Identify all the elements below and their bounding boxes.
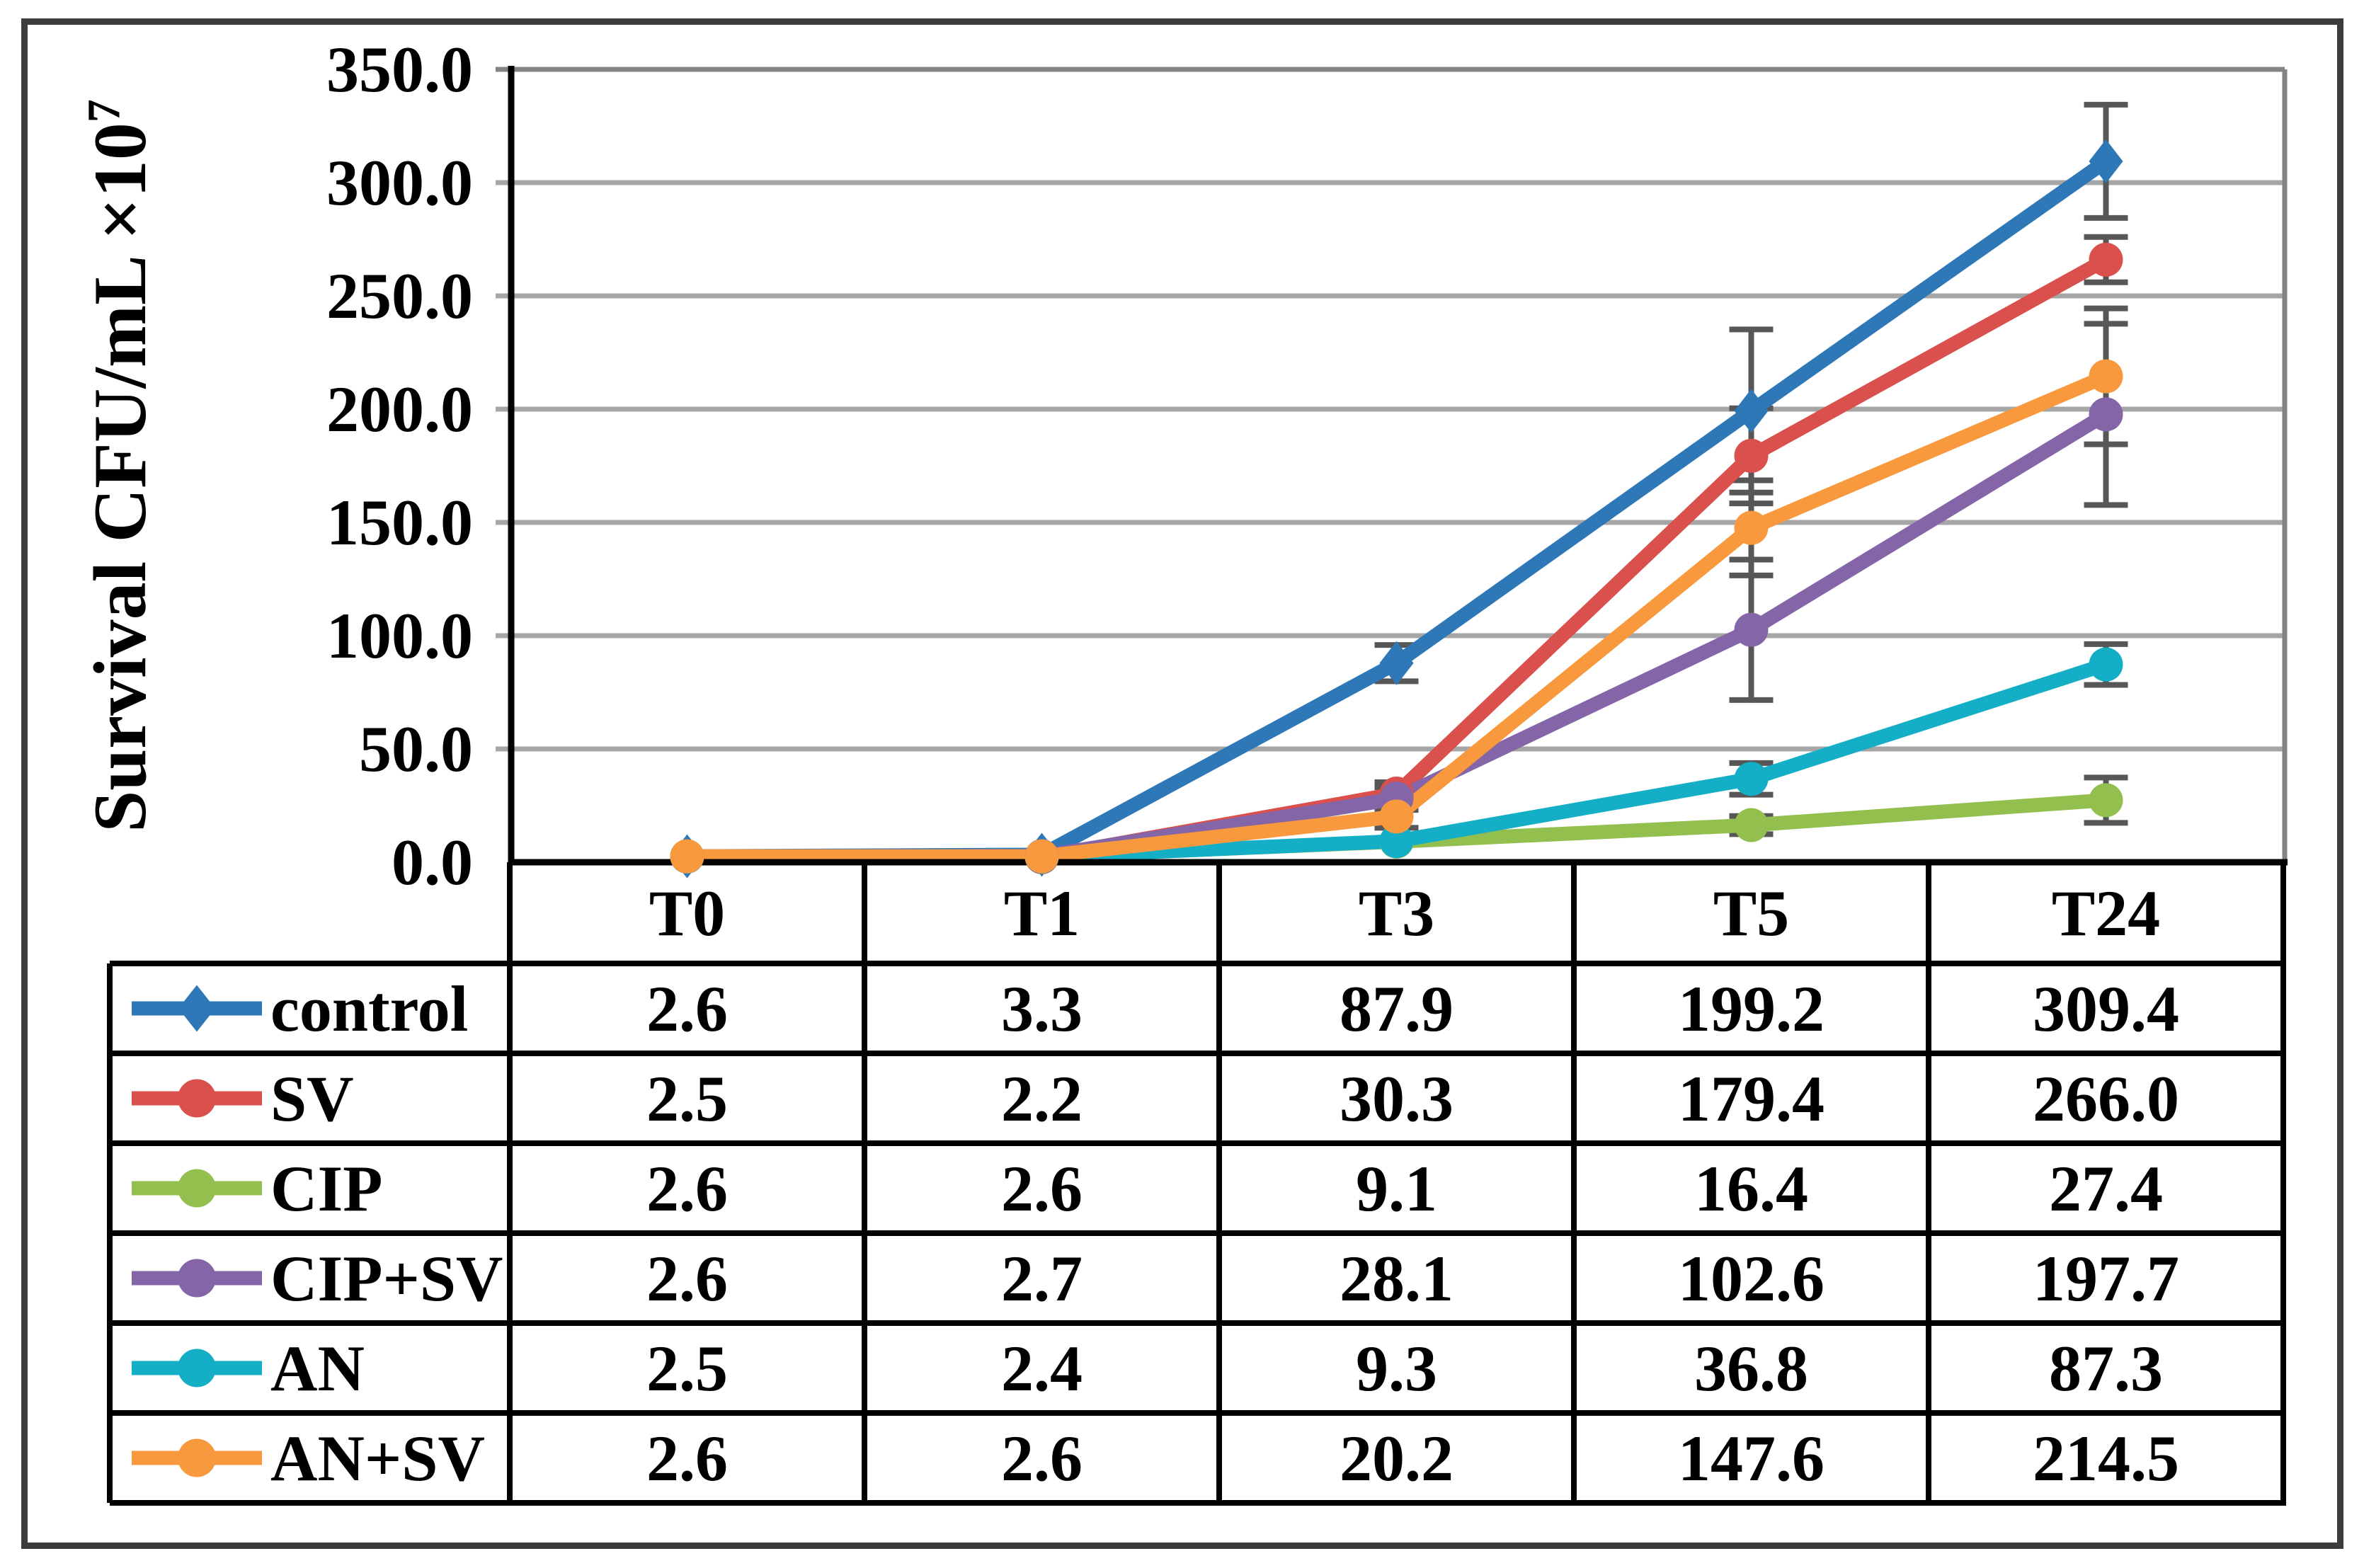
y-tick-label-350.0: 350.0 — [326, 33, 473, 105]
table-cell-CIP+SV-T0: 2.6 — [646, 1242, 728, 1315]
gridlines-group — [496, 67, 2288, 862]
table-cell-control-T5: 199.2 — [1678, 972, 1825, 1045]
y-tick-label-50.0: 50.0 — [359, 713, 473, 785]
y-tick-label-300.0: 300.0 — [326, 147, 473, 219]
legend-label-AN+SV: AN+SV — [270, 1421, 485, 1494]
marker-control-T3-diamond-marker — [1379, 641, 1414, 685]
table-cell-CIP-T3: 9.1 — [1356, 1152, 1437, 1225]
table-cell-CIP-T5: 16.4 — [1694, 1152, 1808, 1225]
marker-AN+SV-T5-circle-marker — [1734, 510, 1769, 545]
legend-AN-circle-marker — [178, 1349, 216, 1387]
table-cell-control-T1: 3.3 — [1001, 972, 1083, 1045]
table-cell-AN+SV-T1: 2.6 — [1001, 1421, 1083, 1494]
series-line-control — [680, 154, 2113, 864]
table-header-T24: T24 — [2051, 876, 2161, 949]
y-tick-label-150.0: 150.0 — [326, 486, 473, 559]
table-header-T1: T1 — [1003, 876, 1080, 949]
y-tick-label-200.0: 200.0 — [326, 373, 473, 445]
table-header-T0: T0 — [649, 876, 726, 949]
table-cell-SV-T3: 30.3 — [1340, 1062, 1454, 1135]
marker-AN+SV-T3-circle-marker — [1379, 799, 1414, 834]
legend-label-CIP: CIP — [270, 1152, 383, 1225]
marker-AN-T3-circle-marker — [1379, 824, 1414, 859]
table-cell-control-T0: 2.6 — [646, 972, 728, 1045]
table-cell-AN+SV-T5: 147.6 — [1678, 1421, 1825, 1494]
table-cell-SV-T0: 2.5 — [646, 1062, 728, 1135]
marker-AN+SV-T1-circle-marker — [1024, 839, 1059, 874]
figure-border — [21, 18, 2343, 1549]
marker-control-T24-diamond-marker — [2089, 139, 2123, 183]
y-axis-title: Survival CFU/mL ×107 — [77, 99, 164, 832]
legend-SV-circle-marker — [178, 1079, 216, 1118]
marker-SV-T5-circle-marker — [1734, 438, 1769, 473]
marker-CIP-T24-circle-marker — [2089, 783, 2123, 818]
legend-label-AN: AN — [270, 1332, 365, 1404]
legend-label-SV: SV — [270, 1062, 354, 1135]
table-cell-CIP-T24: 27.4 — [2049, 1152, 2163, 1225]
legend-keys-group — [132, 985, 262, 1477]
table-cell-control-T3: 87.9 — [1340, 972, 1454, 1045]
y-tick-label-250.0: 250.0 — [326, 260, 473, 332]
marker-CIP-T5-circle-marker — [1734, 808, 1769, 842]
table-cell-AN-T0: 2.5 — [646, 1332, 728, 1404]
table-cell-CIP-T1: 2.6 — [1001, 1152, 1083, 1225]
legend-CIP+SV-circle-marker — [178, 1259, 216, 1298]
table-grid-group — [107, 862, 2286, 1506]
marker-AN-T24-circle-marker — [2089, 647, 2123, 682]
y-tick-label-0.0: 0.0 — [392, 826, 473, 898]
table-cell-control-T24: 309.4 — [2033, 972, 2179, 1045]
legend-label-CIP+SV: CIP+SV — [270, 1242, 503, 1315]
table-cell-AN-T3: 9.3 — [1356, 1332, 1437, 1404]
table-cell-CIP-T0: 2.6 — [646, 1152, 728, 1225]
table-cell-CIP+SV-T3: 28.1 — [1340, 1242, 1454, 1315]
series-line-SV — [680, 252, 2113, 864]
table-header-T5: T5 — [1713, 876, 1790, 949]
table-cell-AN-T5: 36.8 — [1694, 1332, 1808, 1404]
marker-AN-T5-circle-marker — [1734, 762, 1769, 796]
table-cell-AN-T1: 2.4 — [1001, 1332, 1083, 1404]
axes-group — [508, 66, 2288, 866]
table-cell-AN+SV-T3: 20.2 — [1340, 1421, 1454, 1494]
table-cell-SV-T24: 266.0 — [2033, 1062, 2179, 1135]
marker-SV-T24-circle-marker — [2089, 242, 2123, 277]
marker-AN+SV-T0-circle-marker — [670, 839, 704, 874]
series-lines-group — [680, 154, 2113, 864]
markers-group — [670, 139, 2123, 879]
table-cell-CIP+SV-T24: 197.7 — [2033, 1242, 2179, 1315]
table-cell-SV-T5: 179.4 — [1678, 1062, 1825, 1135]
legend-label-control: control — [270, 972, 469, 1045]
marker-AN+SV-T24-circle-marker — [2089, 359, 2123, 394]
y-axis-title-text: Survival CFU/mL ×10 — [79, 122, 161, 832]
marker-CIP+SV-T24-circle-marker — [2089, 397, 2123, 432]
table-cell-AN-T24: 87.3 — [2049, 1332, 2163, 1404]
marker-control-T5-diamond-marker — [1734, 389, 1769, 433]
table-cell-AN+SV-T0: 2.6 — [646, 1421, 728, 1494]
y-tick-label-100.0: 100.0 — [326, 600, 473, 672]
table-cell-CIP+SV-T5: 102.6 — [1678, 1242, 1825, 1315]
table-cell-CIP+SV-T1: 2.7 — [1001, 1242, 1083, 1315]
table-cell-AN+SV-T24: 214.5 — [2033, 1421, 2179, 1494]
table-header-T3: T3 — [1358, 876, 1435, 949]
y-axis-title-exponent: 7 — [78, 99, 130, 123]
legend-CIP-circle-marker — [178, 1169, 216, 1208]
marker-CIP+SV-T5-circle-marker — [1734, 612, 1769, 647]
legend-AN+SV-circle-marker — [178, 1438, 216, 1477]
table-cell-SV-T1: 2.2 — [1001, 1062, 1083, 1135]
legend-control-diamond-marker — [178, 985, 215, 1032]
